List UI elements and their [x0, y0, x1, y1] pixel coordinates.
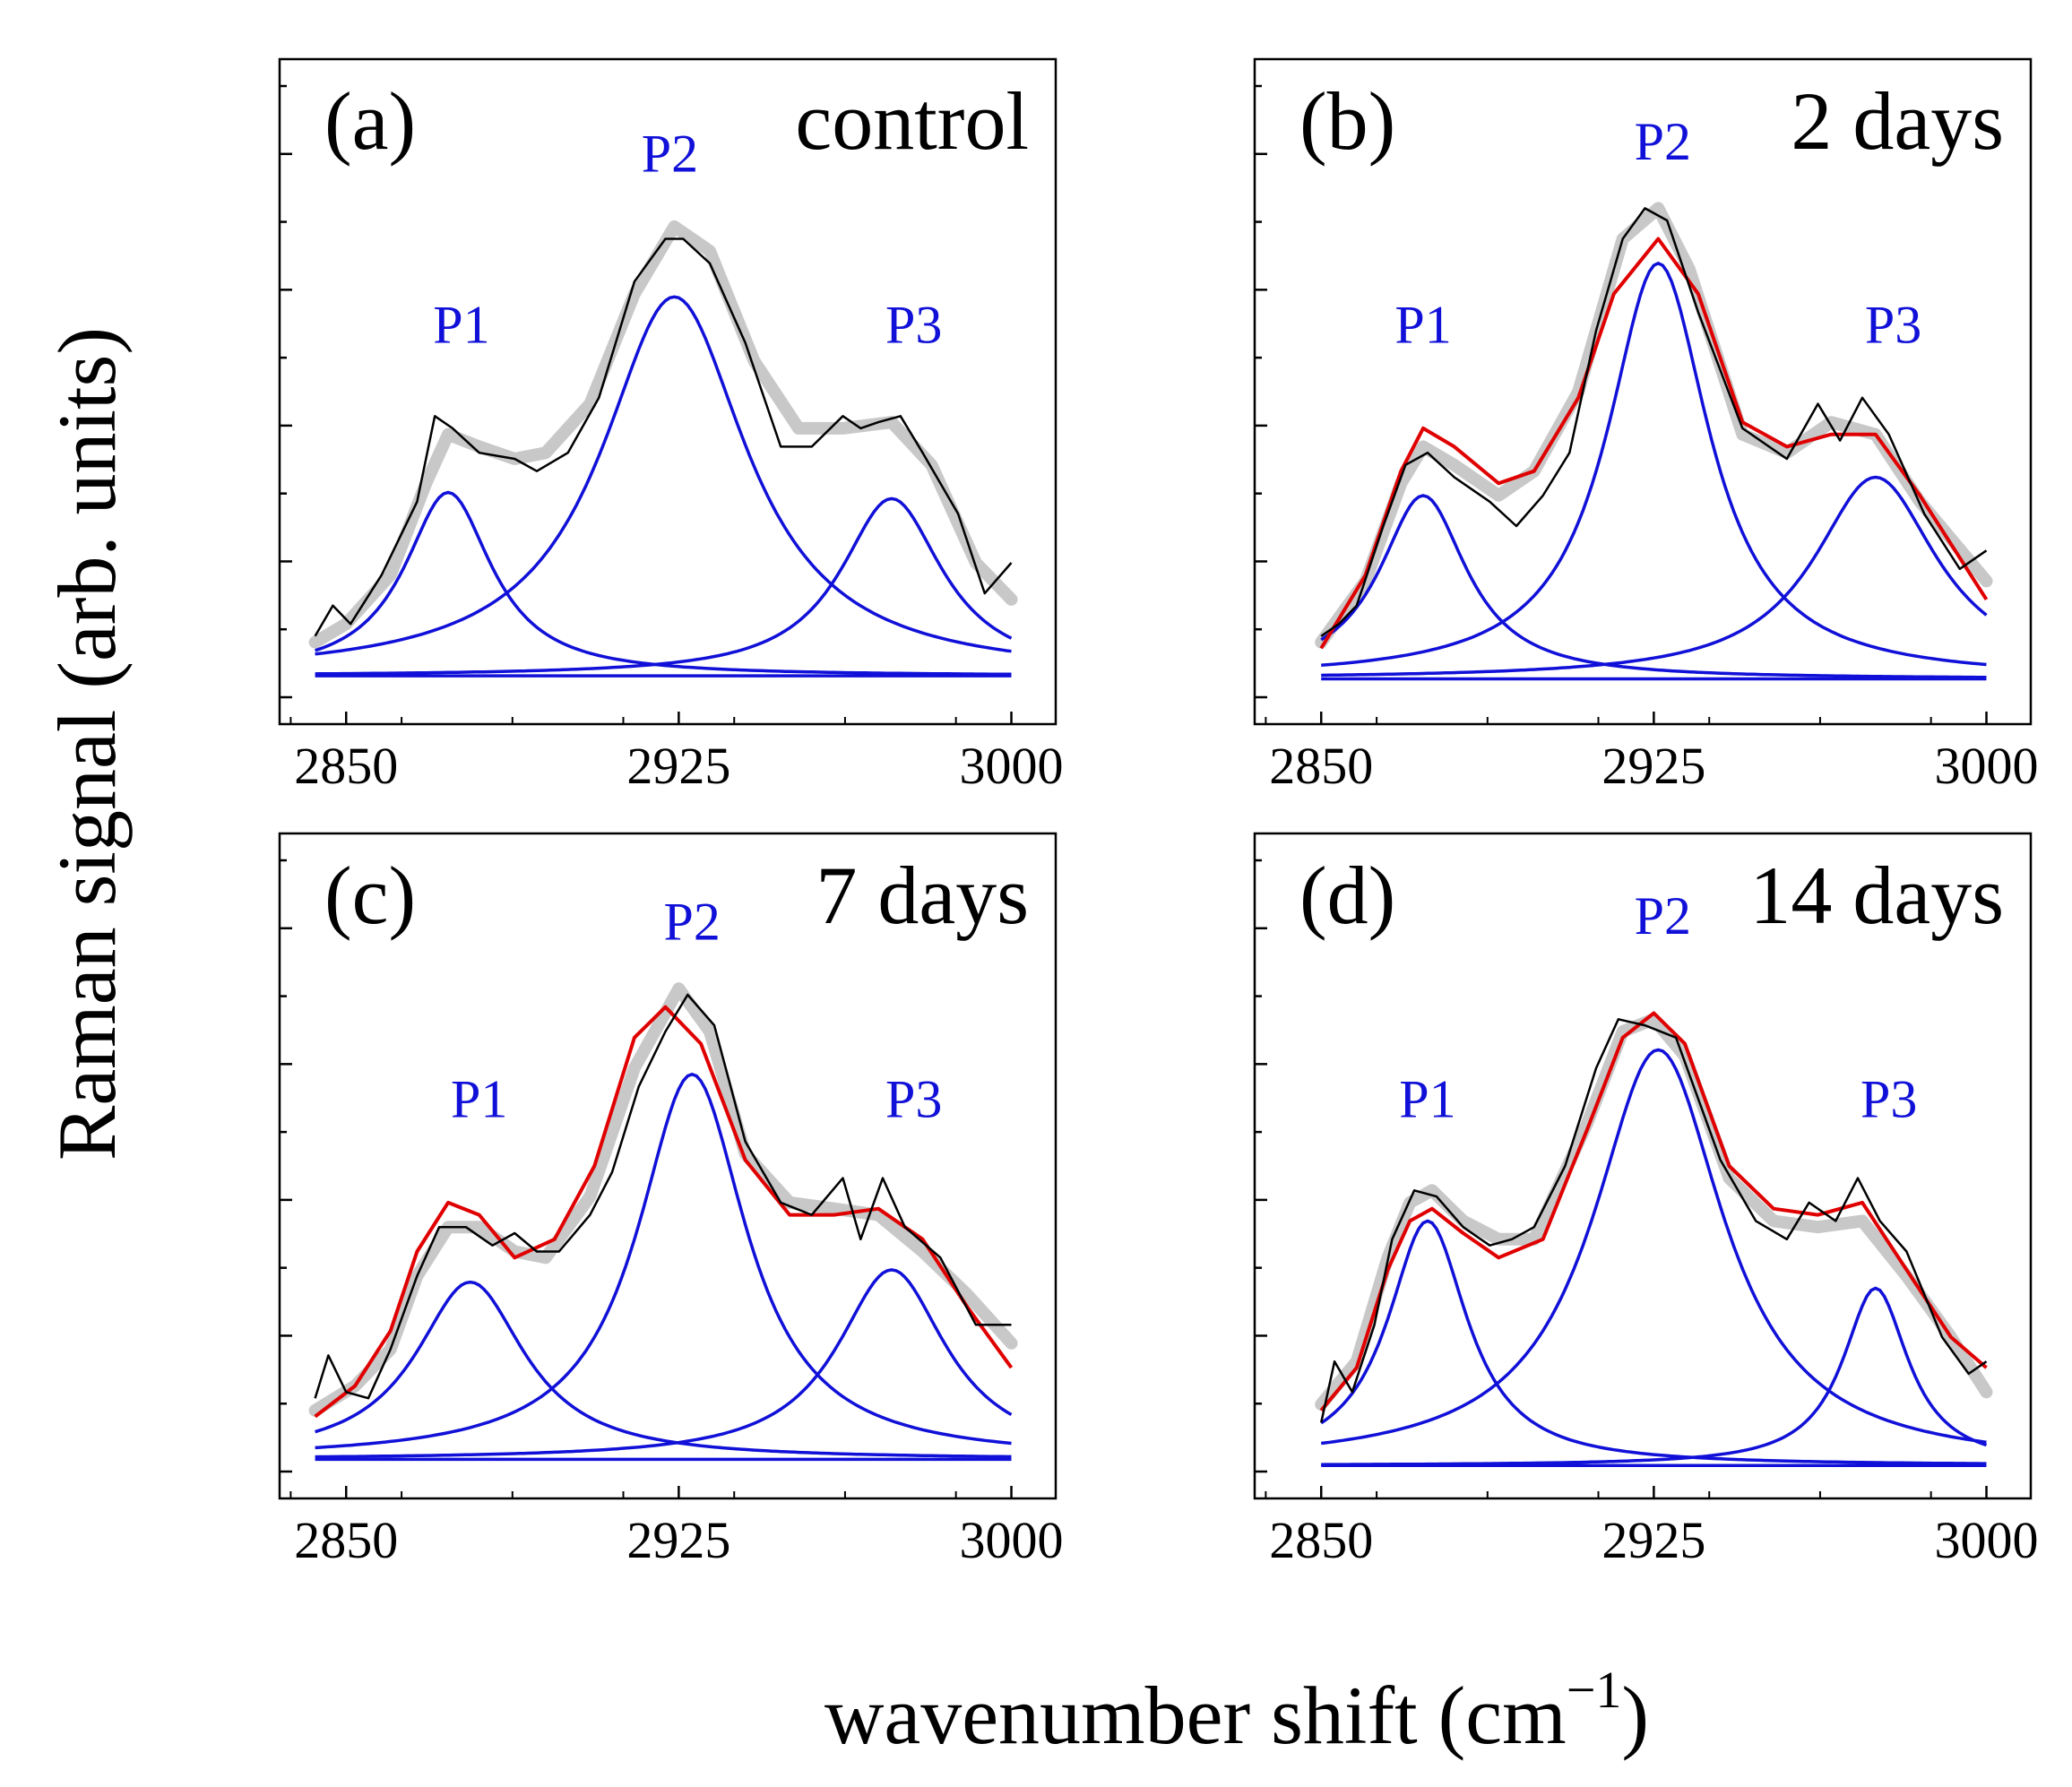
panel-b: 2850 2925 3000 (b) 2 days P1 P2 P3	[1253, 57, 2039, 795]
x-tick-label-b: 3000	[1935, 737, 2039, 795]
x-tick-label-b: 2850	[1269, 737, 1373, 795]
component-p2-b	[1321, 261, 1987, 668]
panel-condition-c: 7 days	[816, 850, 1029, 941]
panel-a: 2850 2925 3000 (a) control P1 P2 P3	[278, 57, 1064, 795]
x-tick-label-c: 3000	[960, 1511, 1064, 1569]
panel-label-c: (c)	[324, 850, 416, 941]
smoothed-spectrum-b	[1315, 202, 1993, 649]
fit-envelope-b	[1319, 237, 1989, 650]
component-p2-c	[315, 1072, 1012, 1450]
x-tick-label-d: 3000	[1935, 1511, 2039, 1569]
plot-frame-d	[1253, 832, 2033, 1500]
x-tick-label-a: 3000	[960, 737, 1064, 795]
x-tick-label-c: 2850	[294, 1511, 398, 1569]
panel-condition-b: 2 days	[1791, 75, 2004, 167]
plot-frame-b	[1253, 57, 2033, 726]
panel-condition-d: 14 days	[1749, 850, 2004, 941]
peak-label-p3-d: P3	[1860, 1069, 1917, 1128]
component-p2-d	[1320, 1048, 1987, 1446]
peak-label-p3-b: P3	[1865, 295, 1921, 354]
component-p3-a	[315, 496, 1013, 676]
peak-label-p2-d: P2	[1635, 886, 1691, 945]
peak-label-p1-c: P1	[451, 1069, 507, 1128]
panel-label-b: (b)	[1299, 75, 1395, 167]
peak-label-p1-a: P1	[433, 295, 489, 354]
x-tick-label-c: 2925	[626, 1511, 730, 1569]
plot-frame-c	[278, 832, 1058, 1500]
x-axis-title-main: wavenumber shift (cm	[824, 1670, 1567, 1761]
peak-label-p1-b: P1	[1394, 295, 1451, 354]
panel-condition-a: control	[795, 75, 1029, 167]
measured-spectrum-c	[314, 993, 1012, 1400]
measured-spectrum-a	[314, 237, 1013, 637]
panel-label-a: (a)	[324, 75, 416, 167]
fit-envelope-c	[314, 1005, 1014, 1419]
x-tick-label-b: 2925	[1601, 737, 1705, 795]
panel-c: 2850 2925 3000 (c) 7 days P1 P2 P3	[278, 832, 1064, 1569]
peak-label-p1-d: P1	[1399, 1069, 1455, 1128]
x-tick-label-a: 2925	[626, 737, 730, 795]
component-p2-a	[315, 295, 1012, 656]
x-tick-label-d: 2850	[1269, 1511, 1373, 1569]
measured-spectrum-b	[1320, 207, 1988, 637]
y-axis-title: Raman signal (arb. units)	[41, 327, 133, 1161]
peak-label-p2-b: P2	[1635, 112, 1691, 171]
x-axis-title-close: )	[1621, 1670, 1649, 1761]
component-p1-a	[315, 490, 1012, 677]
fit-envelope-d	[1319, 1011, 1988, 1412]
component-p3-b	[1321, 475, 1988, 678]
x-tick-label-a: 2850	[294, 737, 398, 795]
peak-label-p3-c: P3	[885, 1069, 942, 1128]
measured-spectrum-d	[1319, 1018, 1988, 1423]
panel-d: 2850 2925 3000 (d) 14 days P1 P2 P3	[1253, 832, 2039, 1569]
x-axis-title: wavenumber shift (cm−1)	[824, 1661, 1649, 1761]
peak-label-p3-a: P3	[885, 295, 942, 354]
x-axis-title-exponent: −1	[1567, 1661, 1622, 1719]
component-p3-d	[1321, 1286, 1988, 1466]
plot-frame-a	[278, 57, 1058, 726]
component-p3-c	[315, 1268, 1013, 1459]
component-p1-d	[1320, 1219, 1987, 1465]
peak-label-p2-a: P2	[642, 124, 698, 183]
component-p1-c	[315, 1280, 1012, 1459]
peak-label-p2-c: P2	[664, 893, 721, 952]
smoothed-spectrum-a	[308, 220, 1018, 649]
panel-label-d: (d)	[1299, 850, 1395, 941]
component-p1-b	[1320, 494, 1987, 679]
x-tick-label-d: 2925	[1601, 1511, 1705, 1569]
